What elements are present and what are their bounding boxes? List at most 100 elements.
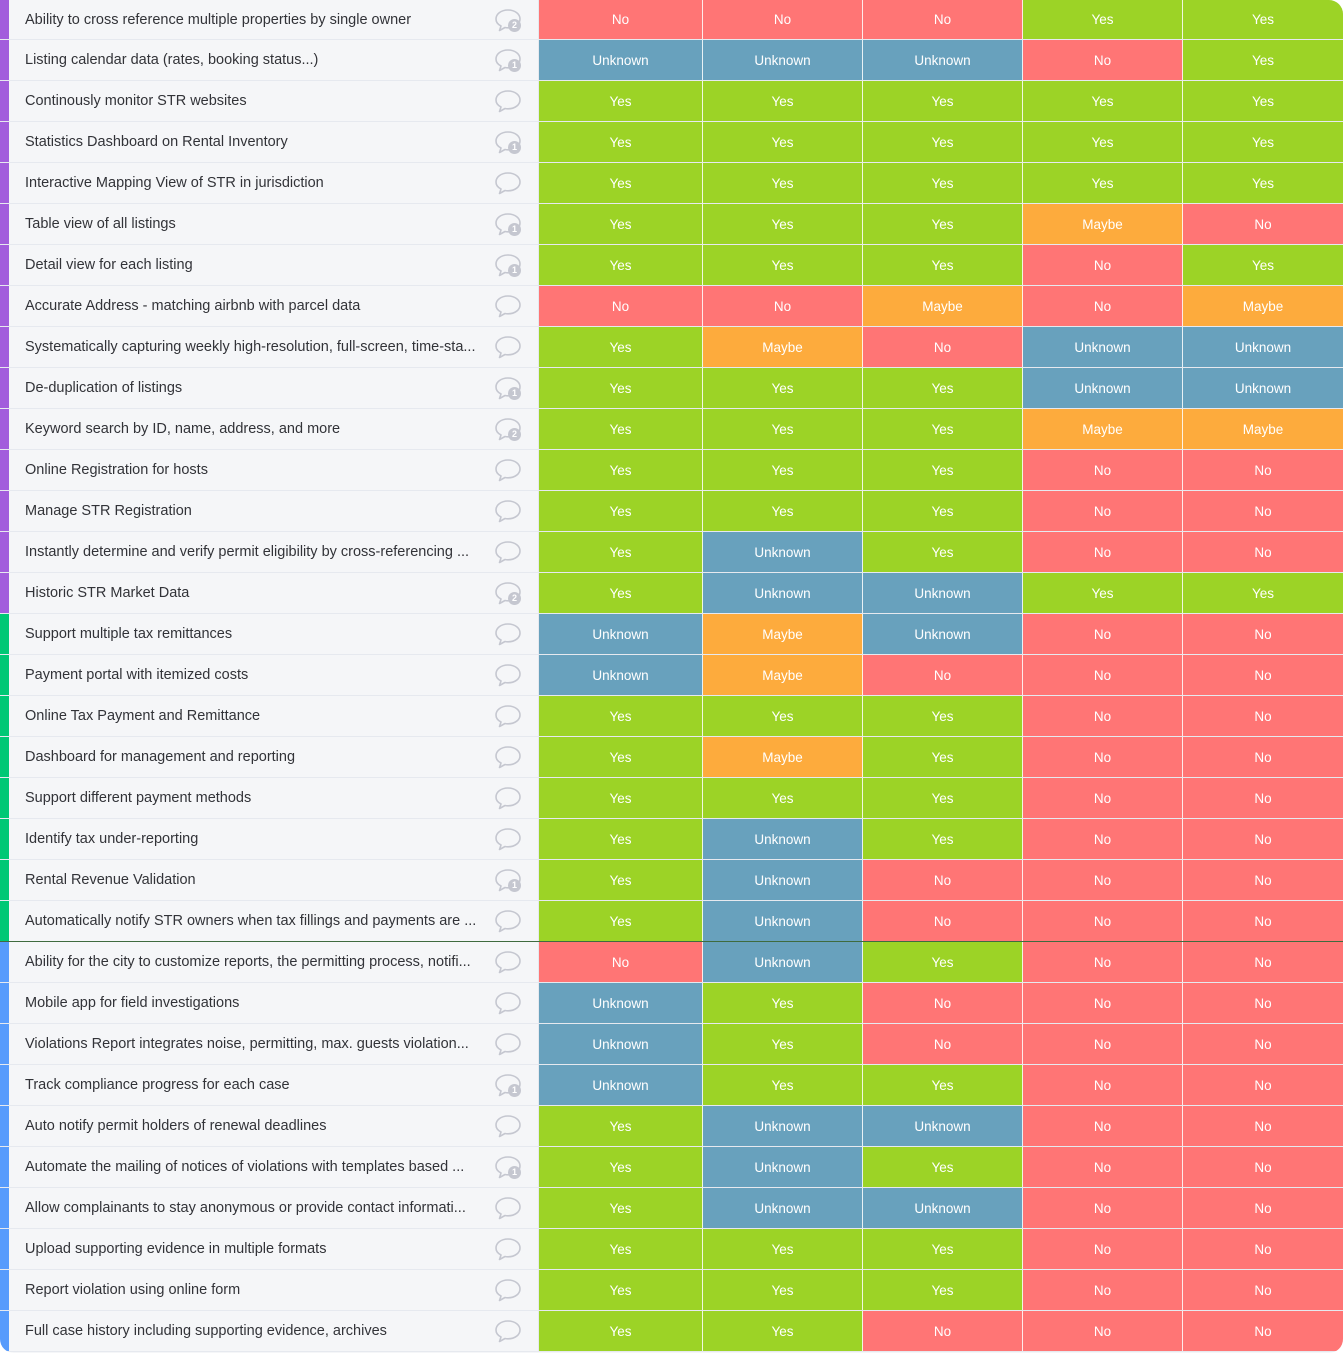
status-cell-col-5[interactable]: No	[1183, 491, 1343, 531]
status-cell-col-4[interactable]: No	[1023, 860, 1183, 900]
status-cell-col-3[interactable]: Yes	[863, 778, 1023, 818]
status-cell-col-5[interactable]: No	[1183, 1229, 1343, 1269]
status-cell-col-3[interactable]: No	[863, 860, 1023, 900]
status-cell-col-1[interactable]: Unknown	[539, 614, 703, 654]
comment-bubble-icon[interactable]	[494, 88, 522, 114]
status-cell-col-3[interactable]: Unknown	[863, 1106, 1023, 1146]
status-cell-col-2[interactable]: Unknown	[703, 1188, 863, 1228]
comment-bubble-icon[interactable]: 1	[494, 47, 522, 73]
status-cell-col-4[interactable]: No	[1023, 1106, 1183, 1146]
status-cell-col-5[interactable]: Yes	[1183, 40, 1343, 80]
status-cell-col-5[interactable]: No	[1183, 860, 1343, 900]
status-cell-col-3[interactable]: Unknown	[863, 40, 1023, 80]
item-name-cell[interactable]: Ability for the city to customize report…	[9, 942, 539, 982]
status-cell-col-5[interactable]: No	[1183, 901, 1343, 941]
comment-bubble-icon[interactable]	[494, 785, 522, 811]
status-cell-col-4[interactable]: No	[1023, 778, 1183, 818]
status-cell-col-5[interactable]: No	[1183, 1311, 1343, 1351]
comment-bubble-icon[interactable]	[494, 498, 522, 524]
status-cell-col-3[interactable]: No	[863, 1311, 1023, 1351]
status-cell-col-3[interactable]: Yes	[863, 1270, 1023, 1310]
status-cell-col-5[interactable]: Yes	[1183, 573, 1343, 613]
status-cell-col-2[interactable]: Yes	[703, 204, 863, 244]
status-cell-col-4[interactable]: No	[1023, 655, 1183, 695]
item-name-cell[interactable]: Online Tax Payment and Remittance	[9, 696, 539, 736]
status-cell-col-1[interactable]: Yes	[539, 1229, 703, 1269]
status-cell-col-4[interactable]: Maybe	[1023, 204, 1183, 244]
status-cell-col-2[interactable]: Unknown	[703, 573, 863, 613]
status-cell-col-2[interactable]: Unknown	[703, 860, 863, 900]
status-cell-col-2[interactable]: Unknown	[703, 819, 863, 859]
item-name-cell[interactable]: Auto notify permit holders of renewal de…	[9, 1106, 539, 1146]
comment-bubble-icon[interactable]	[494, 293, 522, 319]
status-cell-col-1[interactable]: Unknown	[539, 1065, 703, 1105]
comment-bubble-icon[interactable]: 2	[494, 416, 522, 442]
status-cell-col-4[interactable]: Yes	[1023, 573, 1183, 613]
status-cell-col-3[interactable]: Yes	[863, 122, 1023, 162]
status-cell-col-4[interactable]: Yes	[1023, 81, 1183, 121]
status-cell-col-1[interactable]: Yes	[539, 163, 703, 203]
comment-bubble-icon[interactable]	[494, 539, 522, 565]
status-cell-col-5[interactable]: Yes	[1183, 81, 1343, 121]
status-cell-col-1[interactable]: Yes	[539, 696, 703, 736]
status-cell-col-2[interactable]: Yes	[703, 122, 863, 162]
status-cell-col-5[interactable]: No	[1183, 819, 1343, 859]
status-cell-col-2[interactable]: Yes	[703, 1229, 863, 1269]
status-cell-col-5[interactable]: Yes	[1183, 163, 1343, 203]
status-cell-col-4[interactable]: No	[1023, 614, 1183, 654]
status-cell-col-5[interactable]: Yes	[1183, 0, 1343, 39]
status-cell-col-3[interactable]: No	[863, 655, 1023, 695]
status-cell-col-5[interactable]: No	[1183, 983, 1343, 1023]
status-cell-col-3[interactable]: Maybe	[863, 286, 1023, 326]
comment-bubble-icon[interactable]	[494, 1318, 522, 1344]
comment-bubble-icon[interactable]: 1	[494, 211, 522, 237]
status-cell-col-5[interactable]: No	[1183, 614, 1343, 654]
comment-bubble-icon[interactable]: 1	[494, 252, 522, 278]
comment-bubble-icon[interactable]: 2	[494, 580, 522, 606]
status-cell-col-1[interactable]: Yes	[539, 245, 703, 285]
status-cell-col-2[interactable]: Unknown	[703, 532, 863, 572]
status-cell-col-2[interactable]: Unknown	[703, 40, 863, 80]
status-cell-col-1[interactable]: Yes	[539, 737, 703, 777]
status-cell-col-1[interactable]: Yes	[539, 409, 703, 449]
status-cell-col-3[interactable]: Yes	[863, 491, 1023, 531]
status-cell-col-3[interactable]: No	[863, 1024, 1023, 1064]
item-name-cell[interactable]: Ability to cross reference multiple prop…	[9, 0, 539, 39]
status-cell-col-4[interactable]: No	[1023, 1270, 1183, 1310]
status-cell-col-5[interactable]: No	[1183, 737, 1343, 777]
status-cell-col-1[interactable]: Yes	[539, 1106, 703, 1146]
status-cell-col-4[interactable]: No	[1023, 1229, 1183, 1269]
status-cell-col-2[interactable]: Yes	[703, 450, 863, 490]
status-cell-col-4[interactable]: No	[1023, 245, 1183, 285]
status-cell-col-2[interactable]: Yes	[703, 409, 863, 449]
status-cell-col-2[interactable]: Maybe	[703, 655, 863, 695]
status-cell-col-3[interactable]: Yes	[863, 1065, 1023, 1105]
status-cell-col-3[interactable]: Yes	[863, 942, 1023, 982]
comment-bubble-icon[interactable]	[494, 1195, 522, 1221]
status-cell-col-1[interactable]: Yes	[539, 819, 703, 859]
status-cell-col-5[interactable]: No	[1183, 942, 1343, 982]
item-name-cell[interactable]: Upload supporting evidence in multiple f…	[9, 1229, 539, 1269]
comment-bubble-icon[interactable]	[494, 826, 522, 852]
item-name-cell[interactable]: Statistics Dashboard on Rental Inventory…	[9, 122, 539, 162]
comment-bubble-icon[interactable]	[494, 662, 522, 688]
status-cell-col-1[interactable]: Unknown	[539, 40, 703, 80]
status-cell-col-4[interactable]: Yes	[1023, 0, 1183, 39]
status-cell-col-5[interactable]: Maybe	[1183, 409, 1343, 449]
status-cell-col-1[interactable]: Yes	[539, 1270, 703, 1310]
status-cell-col-2[interactable]: Yes	[703, 491, 863, 531]
status-cell-col-2[interactable]: Yes	[703, 1024, 863, 1064]
status-cell-col-5[interactable]: Maybe	[1183, 286, 1343, 326]
status-cell-col-2[interactable]: Maybe	[703, 737, 863, 777]
status-cell-col-1[interactable]: Yes	[539, 122, 703, 162]
status-cell-col-3[interactable]: Yes	[863, 245, 1023, 285]
status-cell-col-3[interactable]: Unknown	[863, 614, 1023, 654]
status-cell-col-3[interactable]: Yes	[863, 163, 1023, 203]
comment-bubble-icon[interactable]: 1	[494, 1072, 522, 1098]
status-cell-col-5[interactable]: Unknown	[1183, 368, 1343, 408]
status-cell-col-3[interactable]: No	[863, 983, 1023, 1023]
item-name-cell[interactable]: Violations Report integrates noise, perm…	[9, 1024, 539, 1064]
status-cell-col-3[interactable]: Yes	[863, 819, 1023, 859]
status-cell-col-1[interactable]: Yes	[539, 204, 703, 244]
item-name-cell[interactable]: Mobile app for field investigations	[9, 983, 539, 1023]
